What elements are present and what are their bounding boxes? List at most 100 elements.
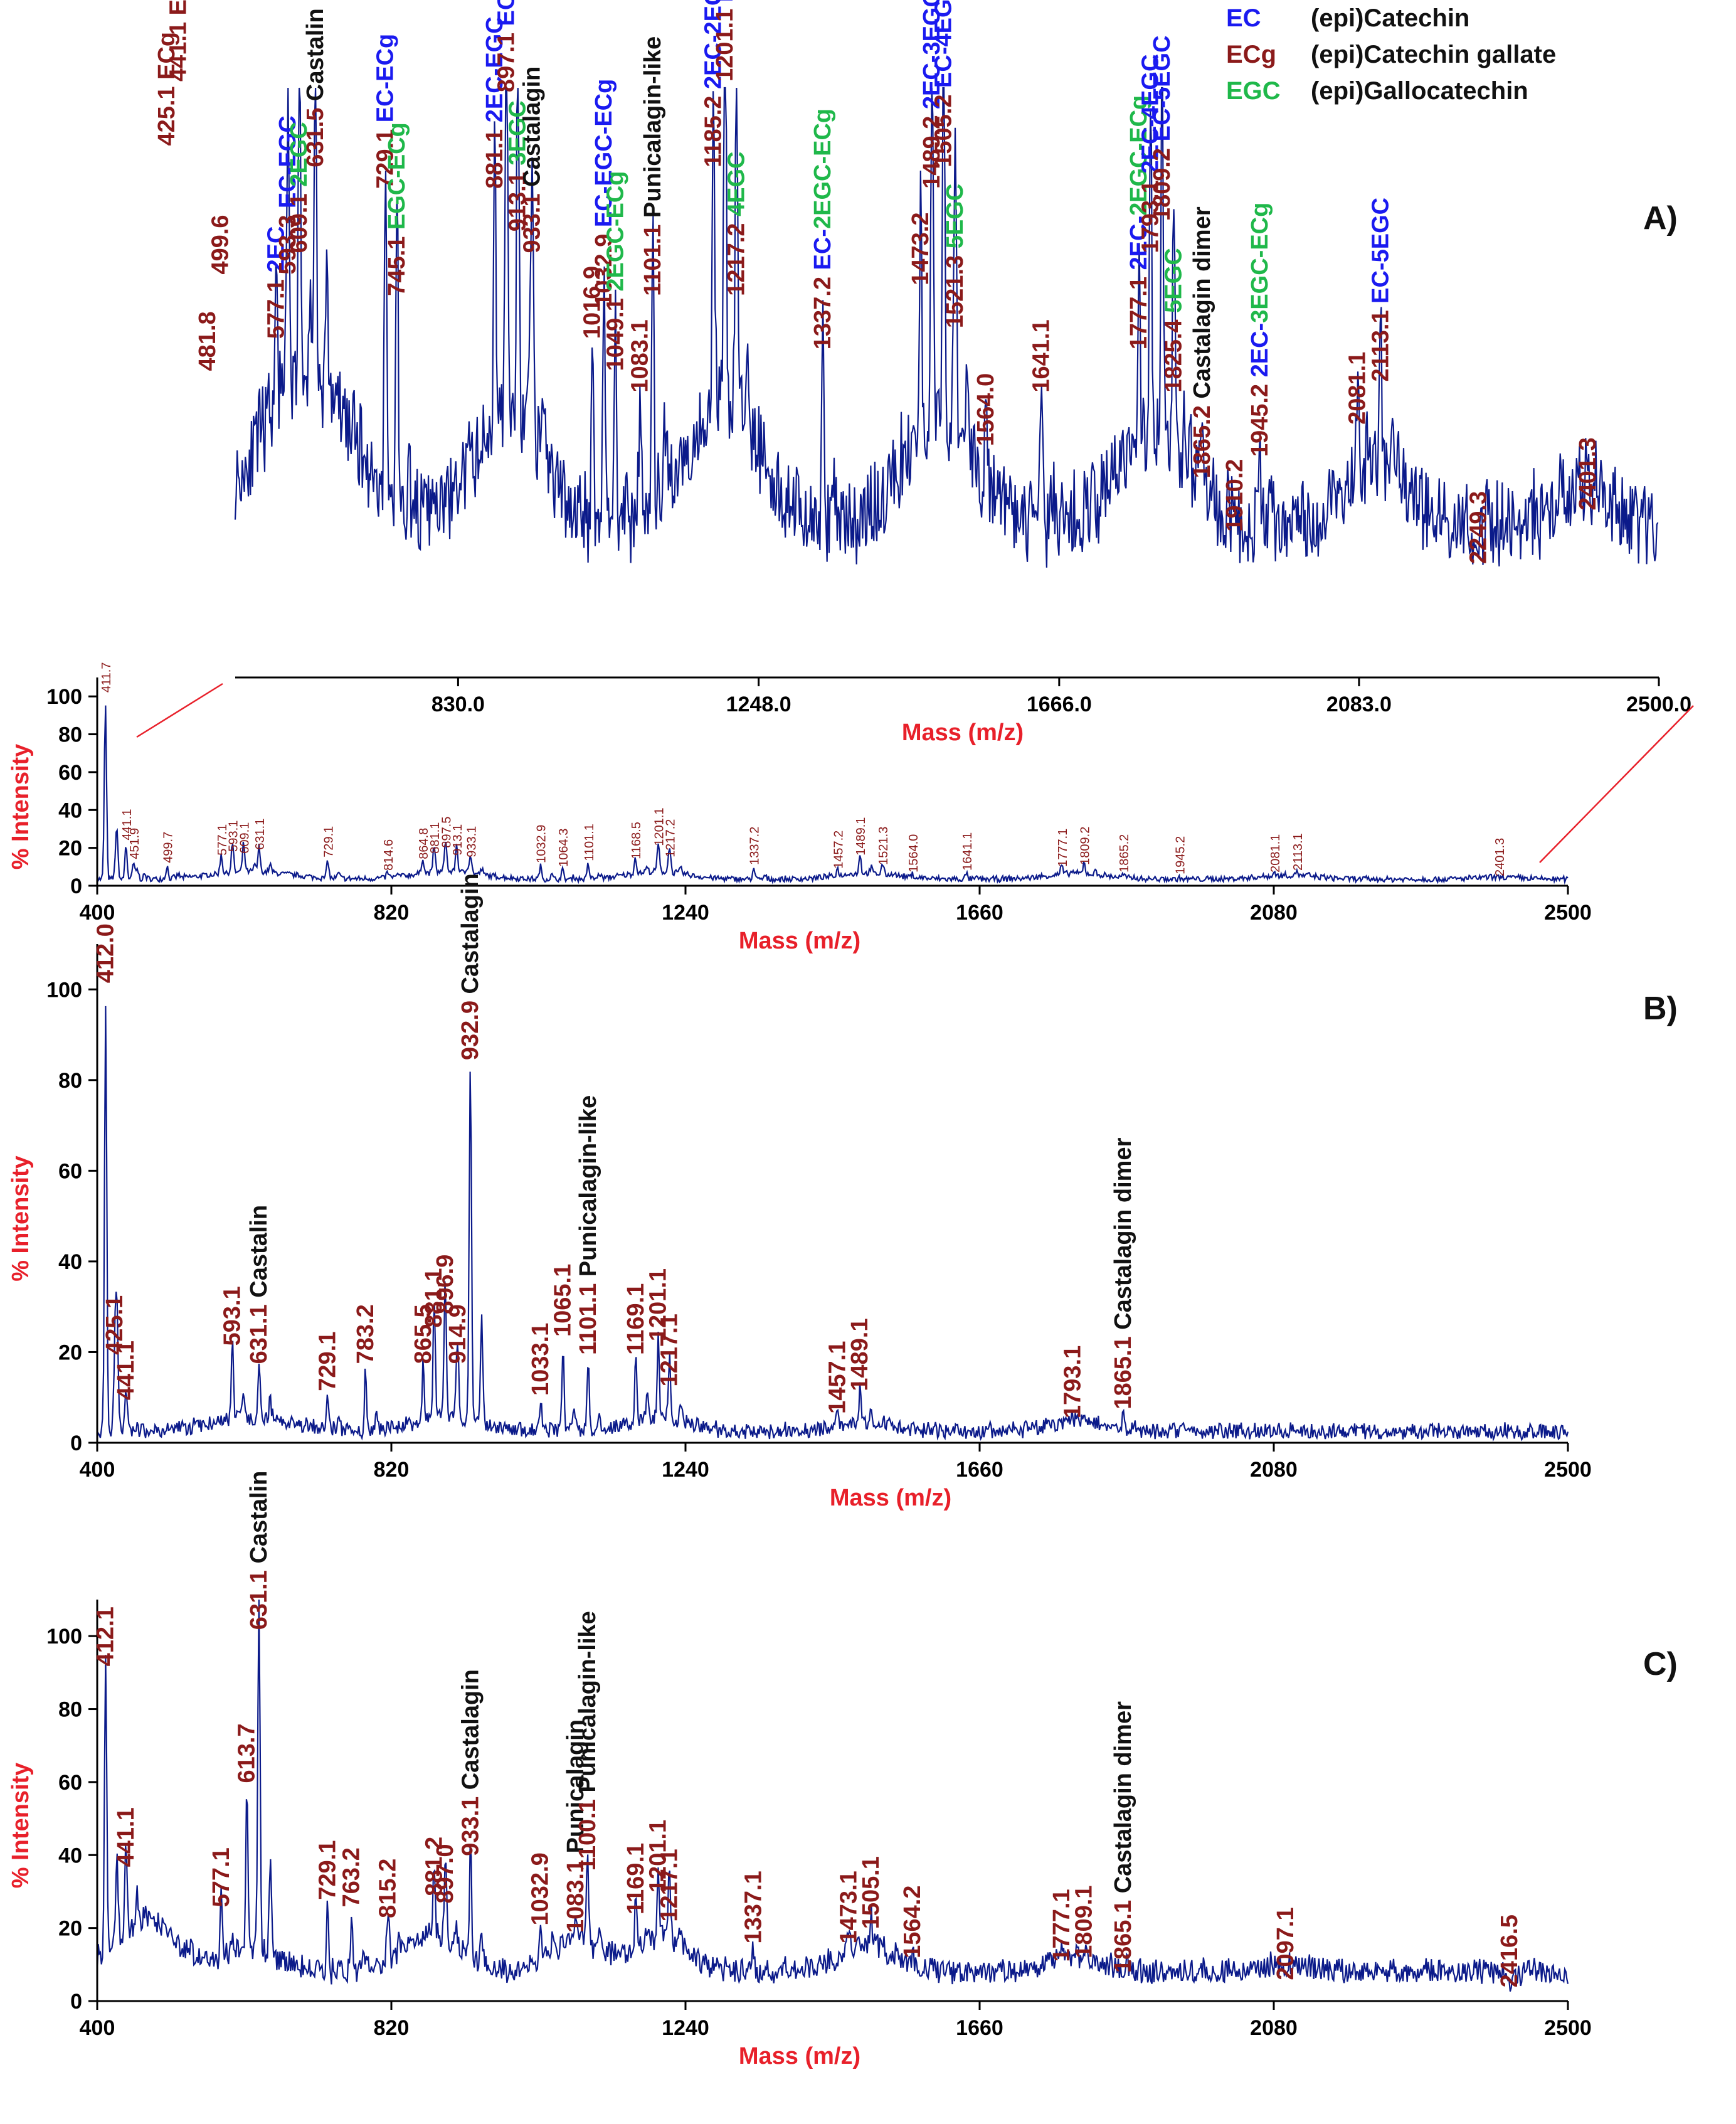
peak-label: 609.1 2EGC xyxy=(286,122,312,253)
peak-label: 1521.3 xyxy=(877,827,891,865)
panel-a-chart: 400 820 1240 1660 2080 2500 0 20 40 60 80 100 % Inte… xyxy=(8,662,1592,954)
legend-name: (epi)Catechin gallate xyxy=(1311,41,1556,68)
y-tick-label: 0 xyxy=(70,1431,82,1455)
x-axis-title: Mass (m/z) xyxy=(902,720,1024,746)
y-axis-title: % Intensity xyxy=(8,1763,34,1889)
peak-label: 1168.5 xyxy=(630,822,643,859)
y-tick-label: 80 xyxy=(58,1069,82,1093)
peak-label: 1777.1 2EC-2EGC-ECg xyxy=(1126,95,1152,350)
peak-label: 1505.2 EC-4EGC xyxy=(930,0,956,167)
peak-label: 1032.9 xyxy=(535,825,549,863)
peak-label: 1032.9 EC-EGC-ECg xyxy=(591,79,617,307)
peak-label: 1564.0 xyxy=(907,834,921,873)
peak-label: 1641.1 xyxy=(1028,319,1054,392)
peak-label: 2113.1 xyxy=(1291,833,1305,871)
peak-label: 1337.2 EC-2EGC-ECg xyxy=(810,109,836,349)
y-tick-label: 100 xyxy=(46,685,82,709)
peak-label: 745.1 EGC-ECg xyxy=(384,122,410,296)
peak-label: 729.1 EC-ECg xyxy=(373,34,399,189)
legend-name: (epi)Gallocatechin xyxy=(1311,77,1528,105)
peak-label: 729.1 xyxy=(322,826,336,858)
x-tick-label: 820 xyxy=(374,901,410,925)
peak-label: 1825.4 5EGC xyxy=(1161,248,1187,392)
peak-label: 481.8 xyxy=(194,311,221,371)
panel-b-chart: 400 820 1240 1660 2080 2500 0 20 40 60 80 100 % Inte… xyxy=(8,873,1678,1511)
y-tick-label: 100 xyxy=(46,1625,82,1649)
spectrum-trace-b xyxy=(96,1006,1569,1442)
x-tick-label: 400 xyxy=(80,2016,115,2040)
peak-label: 1865.1 Castalagin dimer xyxy=(1110,1701,1136,1973)
y-tick-label: 0 xyxy=(70,874,82,898)
peak-label: 1521.3 5EGC xyxy=(942,184,968,328)
peak-label: 1201.1 xyxy=(645,1820,672,1893)
peak-label: 1564.0 xyxy=(973,373,999,446)
x-tick-label: 2083.0 xyxy=(1326,693,1392,716)
peak-label: 814.6 xyxy=(382,839,396,871)
peak-label: 1641.1 xyxy=(961,832,975,871)
peak-label: 1217.2 4EGC xyxy=(723,152,749,296)
legend-abbr: ECg xyxy=(1226,41,1276,68)
x-tick-label: 2080 xyxy=(1250,2016,1298,2040)
peak-label: 441.1 xyxy=(120,809,134,841)
peak-label: 411.7 xyxy=(100,662,114,693)
x-tick-label: 2500 xyxy=(1544,1458,1592,1482)
peak-label: 2081.1 xyxy=(1345,352,1371,425)
peak-label: 441.1 xyxy=(113,1807,139,1867)
peak-label: 1809.2 EC-5EGC xyxy=(1149,35,1175,221)
x-tick-label: 820 xyxy=(374,2016,410,2040)
peak-label: 613.7 xyxy=(234,1723,260,1783)
peak-label: 451.9 xyxy=(128,828,142,859)
legend-abbr: EC xyxy=(1226,4,1261,32)
peak-label: 913.1 3EGC xyxy=(505,100,531,231)
panel-a-inset-chart: 830.0 1248.0 1666.0 2083.0 2500.0 Mass (m/z) A… xyxy=(154,0,1691,746)
x-tick-label: 1660 xyxy=(956,1458,1003,1482)
panel-label: A) xyxy=(1643,200,1678,236)
peak-label: 593.3 EC-EGC xyxy=(275,115,301,274)
y-tick-label: 60 xyxy=(58,1159,82,1183)
peak-label: 2401.3 xyxy=(1575,437,1601,510)
peak-label: 499.6 xyxy=(208,215,234,275)
y-tick-label: 60 xyxy=(58,761,82,785)
peak-label: 1217.1 xyxy=(656,1314,682,1386)
peak-label: 729.1 xyxy=(314,1840,341,1900)
peak-label: 1217.1 xyxy=(656,1849,682,1921)
peak-label: 1065.1 xyxy=(550,1264,576,1337)
peak-label: 412.0 xyxy=(92,923,119,983)
peak-label: 499.7 xyxy=(161,832,175,863)
peak-label: 1169.1 xyxy=(623,1283,649,1355)
zoom-connector-lines xyxy=(136,682,1694,863)
y-tick-label: 80 xyxy=(58,1698,82,1722)
peak-label: 1169.1 xyxy=(623,1843,649,1914)
peak-label: 881.1 2EC-EGC xyxy=(482,16,508,189)
y-tick-label: 20 xyxy=(58,1917,82,1941)
y-tick-label: 40 xyxy=(58,1250,82,1274)
peak-label: 577.1 xyxy=(216,824,230,856)
x-tick-label: 400 xyxy=(80,1458,115,1482)
peak-label: 2416.5 xyxy=(1496,1914,1523,1987)
peak-label: 897.5 xyxy=(440,817,454,848)
panel-label: B) xyxy=(1643,990,1678,1027)
peak-label: 1201.1 EC-3EGC xyxy=(712,0,738,82)
peak-label: 425.1 xyxy=(102,1295,128,1355)
y-tick-label: 40 xyxy=(58,799,82,822)
legend-abbr: EGC xyxy=(1226,77,1281,105)
peak-label: 2081.1 xyxy=(1269,834,1283,873)
peak-label: 914.9 xyxy=(445,1304,471,1364)
peak-label: 1457.2 xyxy=(832,831,846,869)
y-axis-title: % Intensity xyxy=(8,744,34,870)
peak-label: 425.1 ECg xyxy=(154,32,180,146)
panel-label: C) xyxy=(1643,1646,1678,1682)
peak-label: 412.1 xyxy=(93,1606,119,1666)
x-axis-title: Mass (m/z) xyxy=(739,2043,860,2069)
peak-label: 1910.2 xyxy=(1222,459,1248,532)
peak-label: 1217.2 xyxy=(664,819,678,858)
peak-label: 1489.1 xyxy=(854,817,868,856)
peak-label: 2113.1 EC-5EGC xyxy=(1367,198,1394,382)
spectrum-trace-c xyxy=(96,1599,1569,1992)
peak-label: 1809.2 xyxy=(1079,827,1093,865)
peak-label: 631.1 Castalin xyxy=(246,1205,272,1364)
x-tick-label: 1240 xyxy=(662,1458,709,1482)
peak-label: 815.2 xyxy=(375,1859,401,1918)
peak-label: 2097.1 xyxy=(1273,1907,1299,1980)
